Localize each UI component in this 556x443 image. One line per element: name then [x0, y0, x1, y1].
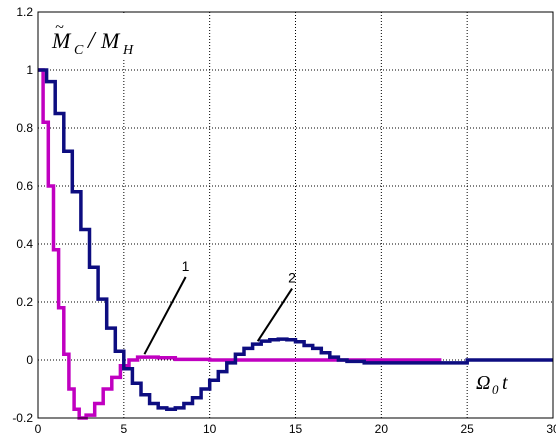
- callout-label-2: 2: [288, 270, 296, 286]
- x-axis-label: Ω 0 t: [472, 368, 536, 397]
- y-tick-label: 0.4: [16, 237, 33, 251]
- y-tick-label: -0.2: [12, 411, 33, 425]
- x-tick-label: 20: [375, 422, 389, 436]
- ylabel-m2: M: [100, 28, 121, 53]
- ylabel-m: M: [51, 28, 72, 53]
- ylabel-slash: /: [86, 28, 97, 54]
- y-tick-label: 0.6: [16, 179, 33, 193]
- y-tick-label: 0: [26, 353, 33, 367]
- ylabel-tilde: ~: [55, 19, 64, 36]
- x-tick-label: 5: [120, 422, 127, 436]
- x-tick-label: 10: [203, 422, 217, 436]
- grid: [38, 12, 553, 418]
- plot-frame: [37, 11, 554, 419]
- y-tick-label: 0.8: [16, 121, 33, 135]
- y-tick-label: 0.2: [16, 295, 33, 309]
- x-tick-label: 0: [35, 422, 42, 436]
- xlabel-omega: Ω: [476, 372, 490, 394]
- x-tick-label: 25: [460, 422, 474, 436]
- tick-labels: 051015202530-0.200.20.40.60.811.2: [12, 5, 556, 436]
- annotations: 12: [143, 258, 296, 355]
- y-tick-label: 1.2: [16, 5, 33, 19]
- x-tick-label: 30: [546, 422, 556, 436]
- callout-leader-2: [256, 288, 293, 342]
- x-tick-label: 15: [289, 422, 303, 436]
- y-tick-label: 1: [26, 63, 33, 77]
- xlabel-t: t: [502, 372, 508, 394]
- series-group: [38, 68, 553, 420]
- ylabel-h: H: [122, 43, 134, 58]
- y-axis-label: M ~ C / M H: [46, 14, 154, 58]
- callout-label-1: 1: [182, 258, 190, 274]
- series-line-2: [38, 68, 553, 412]
- callout-leader-1: [143, 276, 187, 355]
- ylabel-c: C: [74, 43, 84, 58]
- series-line-1: [38, 68, 442, 420]
- xlabel-zero: 0: [492, 382, 499, 397]
